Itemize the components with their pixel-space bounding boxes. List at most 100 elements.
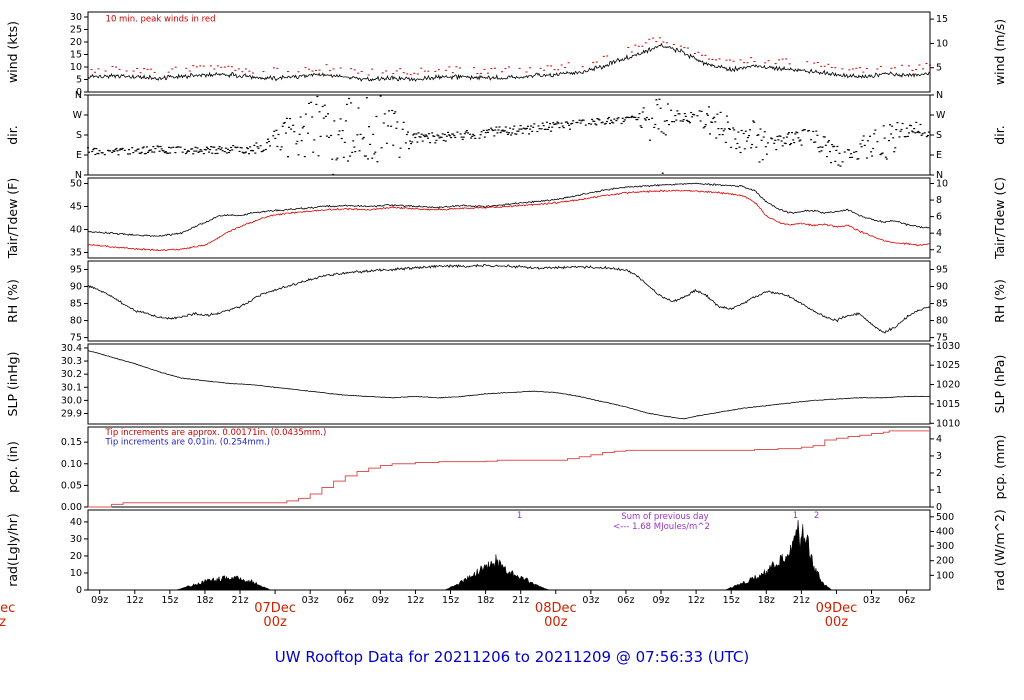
svg-text:09z: 09z [372, 595, 389, 606]
svg-text:S: S [936, 130, 942, 141]
svg-text:<--- 1.68 MJoules/m^2: <--- 1.68 MJoules/m^2 [613, 522, 710, 532]
svg-text:Sum of previous day: Sum of previous day [621, 512, 708, 522]
svg-text:21z: 21z [512, 595, 529, 606]
svg-text:S: S [76, 130, 82, 141]
svg-text:0.00: 0.00 [61, 502, 82, 513]
svg-text:4: 4 [936, 228, 942, 239]
svg-text:10: 10 [936, 38, 948, 49]
panel-pcp: 0.00 0.05 0.10 0.15 0 1 2 3 4 pcp. (in) pcp. (mm) T… [5, 426, 1007, 513]
svg-text:30.1: 30.1 [61, 382, 82, 393]
svg-text:03z: 03z [582, 595, 599, 606]
svg-text:20: 20 [70, 37, 82, 48]
svg-text:50: 50 [70, 179, 82, 190]
svg-text:rad(Lgly/hr): rad(Lgly/hr) [5, 513, 20, 587]
svg-text:08Dec: 08Dec [535, 601, 577, 616]
svg-text:0.05: 0.05 [61, 480, 82, 491]
svg-text:Tip increments are 0.01in. (0.: Tip increments are 0.01in. (0.254mm.) [105, 438, 270, 448]
svg-text:00z: 00z [825, 615, 849, 630]
svg-text:wind (kts): wind (kts) [5, 21, 20, 83]
svg-text:Tair/Tdew (F): Tair/Tdew (F) [5, 178, 20, 259]
svg-text:300: 300 [936, 541, 954, 552]
svg-text:35: 35 [70, 247, 82, 258]
svg-text:dir.: dir. [992, 125, 1007, 144]
svg-text:30.2: 30.2 [61, 369, 82, 380]
svg-text:pcp. (mm): pcp. (mm) [992, 435, 1007, 500]
svg-text:90: 90 [70, 282, 82, 293]
svg-text:09z: 09z [91, 595, 108, 606]
svg-text:03z: 03z [302, 595, 319, 606]
svg-text:00z: 00z [544, 615, 568, 630]
svg-text:45: 45 [70, 202, 82, 213]
svg-text:30.3: 30.3 [61, 356, 82, 367]
svg-text:10 min. peak winds in red: 10 min. peak winds in red [106, 15, 216, 25]
svg-text:03z: 03z [863, 595, 880, 606]
svg-text:pcp. (in): pcp. (in) [5, 441, 20, 493]
svg-text:100: 100 [936, 570, 954, 581]
panel-rh: 75 80 85 90 95 75 80 85 90 95 RH (%) RH (%) [5, 260, 1007, 344]
svg-text:06z: 06z [337, 595, 354, 606]
svg-text:5: 5 [76, 75, 82, 86]
svg-text:W: W [936, 110, 946, 121]
svg-text:8: 8 [936, 195, 942, 206]
svg-text:06z: 06z [898, 595, 915, 606]
svg-text:10: 10 [70, 62, 82, 73]
chart-title: UW Rooftop Data for 20211206 to 20211209… [274, 648, 750, 666]
svg-text:80: 80 [936, 316, 948, 327]
svg-text:30: 30 [70, 534, 82, 545]
svg-text:N: N [936, 90, 943, 101]
svg-text:wind (m/s): wind (m/s) [992, 19, 1007, 85]
svg-text:Tip increments are approx. 0.0: Tip increments are approx. 0.00171in. (0… [105, 428, 327, 438]
svg-text:SLP (inHg): SLP (inHg) [5, 352, 20, 417]
svg-text:85: 85 [70, 299, 82, 310]
svg-text:21z: 21z [231, 595, 248, 606]
svg-text:W: W [73, 110, 83, 121]
svg-text:E: E [936, 150, 942, 161]
svg-text:15: 15 [70, 50, 82, 61]
svg-text:00z: 00z [263, 615, 287, 630]
svg-text:20: 20 [70, 551, 82, 562]
svg-text:06z: 06z [617, 595, 634, 606]
x-axis: 09z 12z 15z 18z 21z 03z 06z 09z 12z 15z 18z 21z 03z 0… [0, 590, 915, 630]
panel-rad: 0 10 20 30 40 100 200 300 400 500 rad(Lgly/hr) rad … [5, 509, 1007, 596]
svg-text:0.10: 0.10 [61, 459, 82, 470]
svg-text:40: 40 [70, 517, 82, 528]
svg-text:E: E [76, 150, 82, 161]
svg-text:12z: 12z [407, 595, 424, 606]
svg-text:rad (W/m^2): rad (W/m^2) [992, 509, 1007, 591]
svg-text:40: 40 [70, 224, 82, 235]
svg-text:85: 85 [936, 299, 948, 310]
svg-text:18z: 18z [196, 595, 213, 606]
svg-text:09Dec: 09Dec [816, 601, 858, 616]
svg-text:1010: 1010 [936, 418, 960, 429]
svg-text:5: 5 [936, 63, 942, 74]
svg-text:09z: 09z [652, 595, 669, 606]
svg-text:10: 10 [936, 179, 948, 190]
svg-text:18z: 18z [477, 595, 494, 606]
svg-text:1030: 1030 [936, 341, 960, 352]
svg-text:90: 90 [936, 282, 948, 293]
svg-text:400: 400 [936, 526, 954, 537]
svg-text:SLP (hPa): SLP (hPa) [992, 355, 1007, 414]
svg-text:2: 2 [936, 245, 942, 256]
svg-text:2: 2 [814, 511, 819, 521]
svg-text:15z: 15z [723, 595, 740, 606]
svg-text:75: 75 [70, 333, 82, 344]
svg-text:18z: 18z [758, 595, 775, 606]
svg-text:1: 1 [936, 485, 942, 496]
svg-text:12z: 12z [688, 595, 705, 606]
svg-text:1: 1 [793, 511, 798, 521]
svg-text:500: 500 [936, 512, 954, 523]
svg-text:1: 1 [517, 511, 522, 521]
svg-text:200: 200 [936, 556, 954, 567]
svg-text:30: 30 [70, 12, 82, 23]
svg-text:15z: 15z [161, 595, 178, 606]
svg-text:4: 4 [936, 434, 942, 445]
svg-text:N: N [75, 90, 82, 101]
svg-text:0.15: 0.15 [61, 437, 82, 448]
svg-text:Tair/Tdew (C): Tair/Tdew (C) [992, 177, 1007, 260]
svg-text:95: 95 [936, 265, 948, 276]
svg-text:0: 0 [76, 585, 82, 596]
panel-temp: 35 40 45 50 2 4 6 8 10 Tair/Tdew (F) Tair/Tdew (C) [5, 177, 1007, 260]
svg-text:15z: 15z [442, 595, 459, 606]
